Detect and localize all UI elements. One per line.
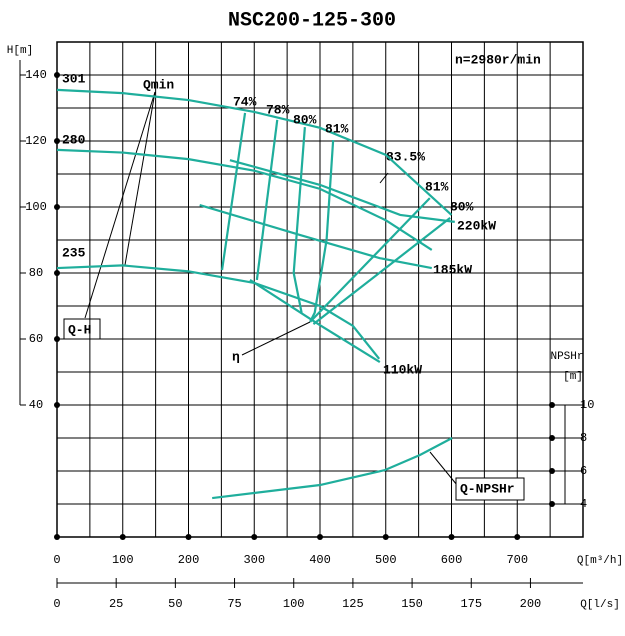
curve [56,148,433,251]
curve [309,139,335,323]
leader-line [379,172,389,184]
x2-tick-label: 175 [460,597,482,611]
curve [229,159,455,223]
label-box [455,477,525,501]
series-label: 110kW [383,362,422,377]
series-label: 235 [62,245,86,260]
leader-line [84,91,156,319]
series-label: 80% [450,199,474,214]
qmin-label: Qmin [143,77,174,92]
x-tick-label: 500 [375,553,397,567]
tick-dot [54,138,60,144]
x2-tick-label: 150 [401,597,423,611]
tick-dot [54,270,60,276]
y2-axis-label: NPSHr [550,351,583,363]
x-tick-label: 300 [243,553,265,567]
x2-tick-label: 0 [53,597,60,611]
tick-dot [382,534,389,540]
tick-dot [251,534,258,540]
tick-dot [448,534,455,540]
x-tick-label: 100 [112,553,134,567]
y-tick-label: 60 [29,332,43,346]
y2-tick-label: 4 [580,497,587,511]
x2-tick-label: 200 [520,597,542,611]
tick-dot [54,72,60,78]
leader-line [429,451,458,486]
curve [292,127,306,313]
tick-dot [54,534,60,540]
eta-label: η [232,349,240,364]
y2-tick-label: 10 [580,398,594,412]
x-tick-label: 600 [441,553,463,567]
x-tick-label: 0 [53,553,60,567]
tick-dot [54,204,60,210]
efficiency-label: 83.5% [386,149,425,164]
tick-dot [549,435,555,441]
tick-dot [549,501,555,507]
x2-tick-label: 25 [109,597,123,611]
x-tick-label: 700 [506,553,528,567]
tick-dot [54,402,60,408]
tick-dot [317,534,323,540]
curve [199,203,432,270]
y-tick-label: 120 [25,134,47,148]
series-label: 185kW [433,262,472,277]
chart-title: NSC200-125-300 [228,9,396,32]
curve [249,279,381,364]
series-label: 78% [266,102,290,117]
leader-line [124,91,156,266]
x-tick-label: 400 [309,553,331,567]
curve [56,88,453,216]
x2-tick-label: 100 [283,597,305,611]
x-tick-label: 200 [178,553,200,567]
curve [312,217,451,326]
tick-dot [549,402,555,408]
qh-label: Q-H [68,322,91,337]
y-axis-label: H[m] [7,45,33,57]
curve [255,119,279,281]
tick-dot [185,534,192,540]
series-label: 80% [293,112,317,127]
series-label: 220kW [457,218,496,233]
curve [220,112,247,271]
x2-tick-label: 75 [227,597,241,611]
y-tick-label: 40 [29,398,43,412]
tick-dot [119,534,126,540]
y-tick-label: 80 [29,266,43,280]
series-label: 81% [425,179,449,194]
speed-label: n=2980r/min [455,52,541,67]
y2-tick-label: 8 [580,431,587,445]
tick-dot [514,534,521,540]
series-label: Q-NPSHr [460,481,515,496]
y2-axis-label: [m] [563,371,583,383]
x-axis-label: Q[m³/h] [577,555,623,567]
tick-dot [549,468,555,474]
series-label: 81% [325,121,349,136]
x2-tick-label: 125 [342,597,364,611]
series-label: 280 [62,132,86,147]
x2-axis-label: Q[l/s] [580,599,620,611]
curve [212,437,453,500]
y-tick-label: 140 [25,68,47,82]
x2-tick-label: 50 [168,597,182,611]
curve [309,197,431,323]
curve [56,264,381,360]
series-label: 74% [233,94,257,109]
y-tick-label: 100 [25,200,47,214]
series-label: 301 [62,71,86,86]
y2-tick-label: 6 [580,464,587,478]
tick-dot [54,336,60,342]
